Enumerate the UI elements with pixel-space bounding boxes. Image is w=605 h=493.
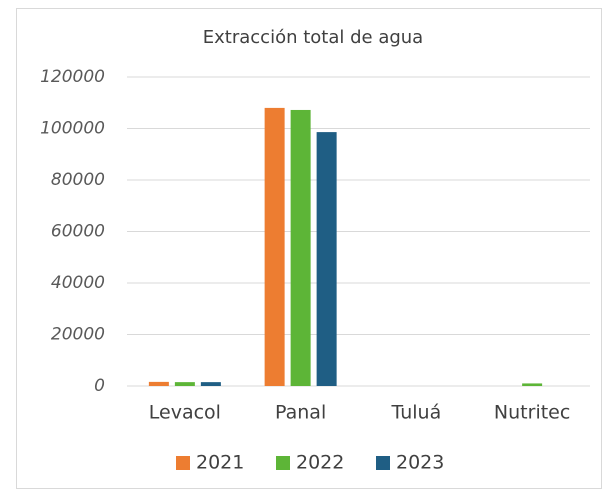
bar [174,382,195,386]
legend-swatch [376,456,390,470]
y-tick-label: 40000 [51,273,105,293]
legend-label: 2023 [396,452,444,474]
bar [522,383,543,386]
y-tick-label: 20000 [51,325,105,345]
legend-label: 2022 [296,452,344,474]
bar [264,107,285,387]
y-tick-label: 0 [94,376,105,396]
bar [316,132,337,386]
x-tick-label: Tuluá [391,402,442,424]
y-tick-label: 80000 [51,170,105,190]
x-tick-label: Levacol [149,402,221,424]
legend-label: 2021 [196,452,244,474]
legend-swatch [276,456,290,470]
bar [290,109,311,387]
bar [200,382,221,386]
x-tick-label: Nutritec [494,402,570,424]
x-tick-label: Panal [275,402,326,424]
y-tick-label: 120000 [40,67,105,87]
legend-swatch [176,456,190,470]
y-tick-label: 60000 [51,222,105,242]
bar [148,381,169,386]
y-tick-label: 100000 [40,119,105,139]
chart-title: Extracción total de agua [203,27,423,48]
